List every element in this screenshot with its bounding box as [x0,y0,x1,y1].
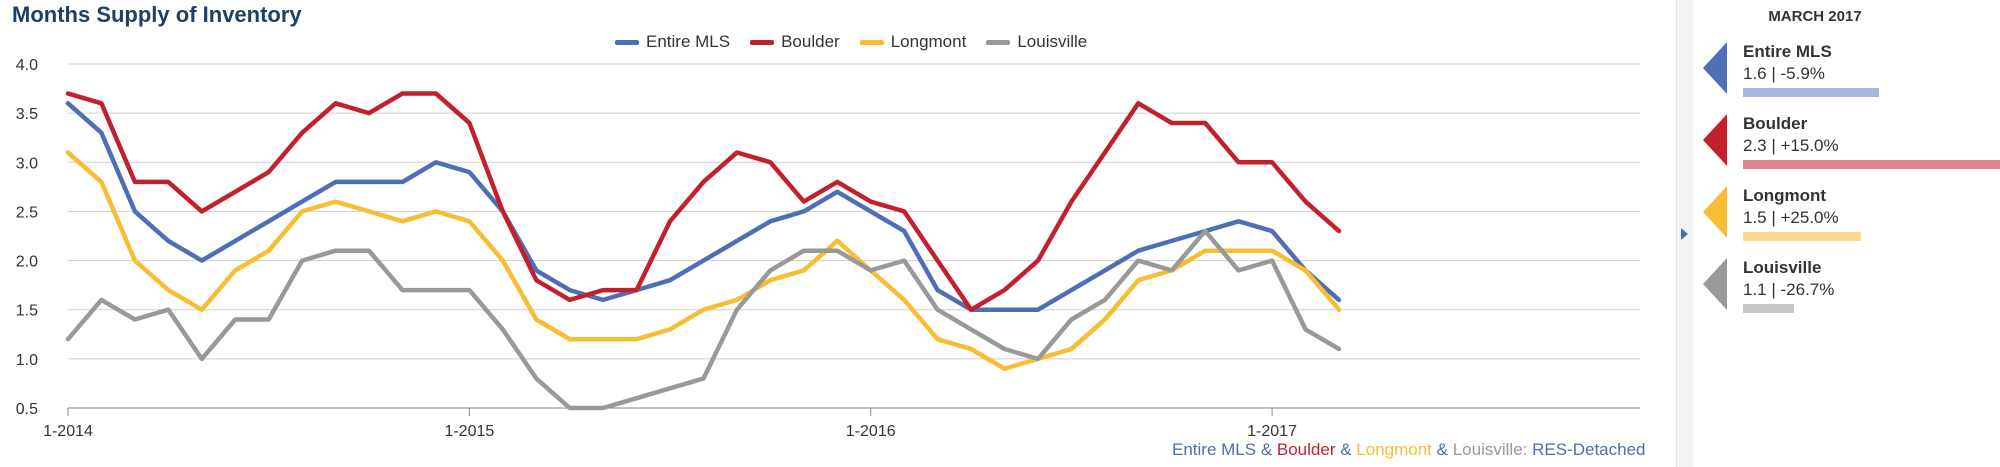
series-line-longmont [65,150,1342,371]
footer-caption: Entire MLS & Boulder & Longmont & Louisv… [1172,440,1645,460]
x-tick-label: 1-2016 [846,423,896,440]
x-tick-label: 1-2014 [43,423,93,440]
summary-card-louisville[interactable]: Louisville 1.1 | -26.7% [1703,258,2000,326]
legend-swatch [859,39,884,45]
footer-property-type: RES-Detached [1532,440,1646,459]
legend-label: Entire MLS [646,32,731,51]
x-tick-label: 1-2017 [1247,423,1297,440]
panel-toggle-icon[interactable] [1681,228,1688,240]
legend-swatch [615,39,639,45]
card-indicator-icon [1703,258,1727,310]
footer-amp: & [1256,440,1277,459]
card-bar [1743,160,2000,169]
card-indicator-shape [1703,42,1727,94]
card-indicator-icon [1703,114,1727,166]
y-tick-label: 1.5 [16,303,38,320]
footer-amp: & [1431,440,1453,459]
card-name: Entire MLS [1743,42,1832,61]
card-indicator-shape [1703,114,1727,166]
series-line-louisville [65,228,1342,411]
y-tick-label: 1.0 [16,352,38,369]
y-tick-label: 4.0 [16,57,38,74]
panel-heading: MARCH 2017 [1768,8,1862,25]
card-indicator-icon [1703,186,1727,238]
card-stat: 1.6 | -5.9% [1743,64,1825,83]
card-stat: 1.1 | -26.7% [1743,280,1835,299]
card-indicator-icon [1703,42,1727,94]
footer-entire-mls: Entire MLS [1172,440,1257,459]
chart-legend: Entire MLS Boulder Longmont Louisville [615,32,1087,52]
legend-item[interactable]: Louisville [986,32,1087,52]
summary-card-boulder[interactable]: Boulder 2.3 | +15.0% [1703,114,2000,182]
card-bar [1743,232,1861,241]
line-chart: 0.5 1.0 1.5 2.0 2.5 3.0 3.5 4.0 1-2014 1-2015 1-20… [16,57,1640,440]
y-tick-label: 2.0 [16,254,38,271]
summary-card-longmont[interactable]: Longmont 1.5 | +25.0% [1703,186,2000,254]
x-tick-label: 1-2015 [444,423,494,440]
card-name: Longmont [1743,186,1827,205]
card-stat: 2.3 | +15.0% [1743,136,1839,155]
card-name: Louisville [1743,258,1822,277]
legend-label: Louisville [1017,32,1088,51]
footer-louisville: Louisville: [1452,440,1533,459]
legend-item[interactable]: Boulder [750,32,840,52]
y-tick-label: 3.0 [16,155,38,172]
legend-label: Longmont [890,32,967,51]
y-tick-label: 2.5 [16,204,38,221]
legend-item[interactable]: Entire MLS [615,32,730,52]
y-tick-label: 3.5 [16,106,38,123]
legend-label: Boulder [781,32,840,51]
footer-longmont: Longmont [1356,440,1432,459]
legend-swatch [986,39,1011,45]
footer-boulder: Boulder [1276,440,1336,459]
chart-title: Months Supply of Inventory [12,2,302,27]
legend-swatch [750,39,775,45]
series-line-boulder [65,91,1342,312]
summary-card-entire-mls[interactable]: Entire MLS 1.6 | -5.9% [1703,42,2000,110]
card-bar [1743,88,1879,97]
series-line-entire-mls [65,101,1342,312]
legend-item[interactable]: Longmont [859,32,967,52]
card-stat: 1.5 | +25.0% [1743,208,1839,227]
card-indicator-shape [1703,258,1727,310]
card-name: Boulder [1743,114,1808,133]
card-bar [1743,304,1794,313]
card-indicator-shape [1703,186,1727,238]
summary-panel: MARCH 2017 Entire MLS 1.6 | -5.9% Boulder 2… [1693,0,2000,467]
y-tick-label: 0.5 [16,401,38,418]
footer-amp: & [1335,440,1357,459]
